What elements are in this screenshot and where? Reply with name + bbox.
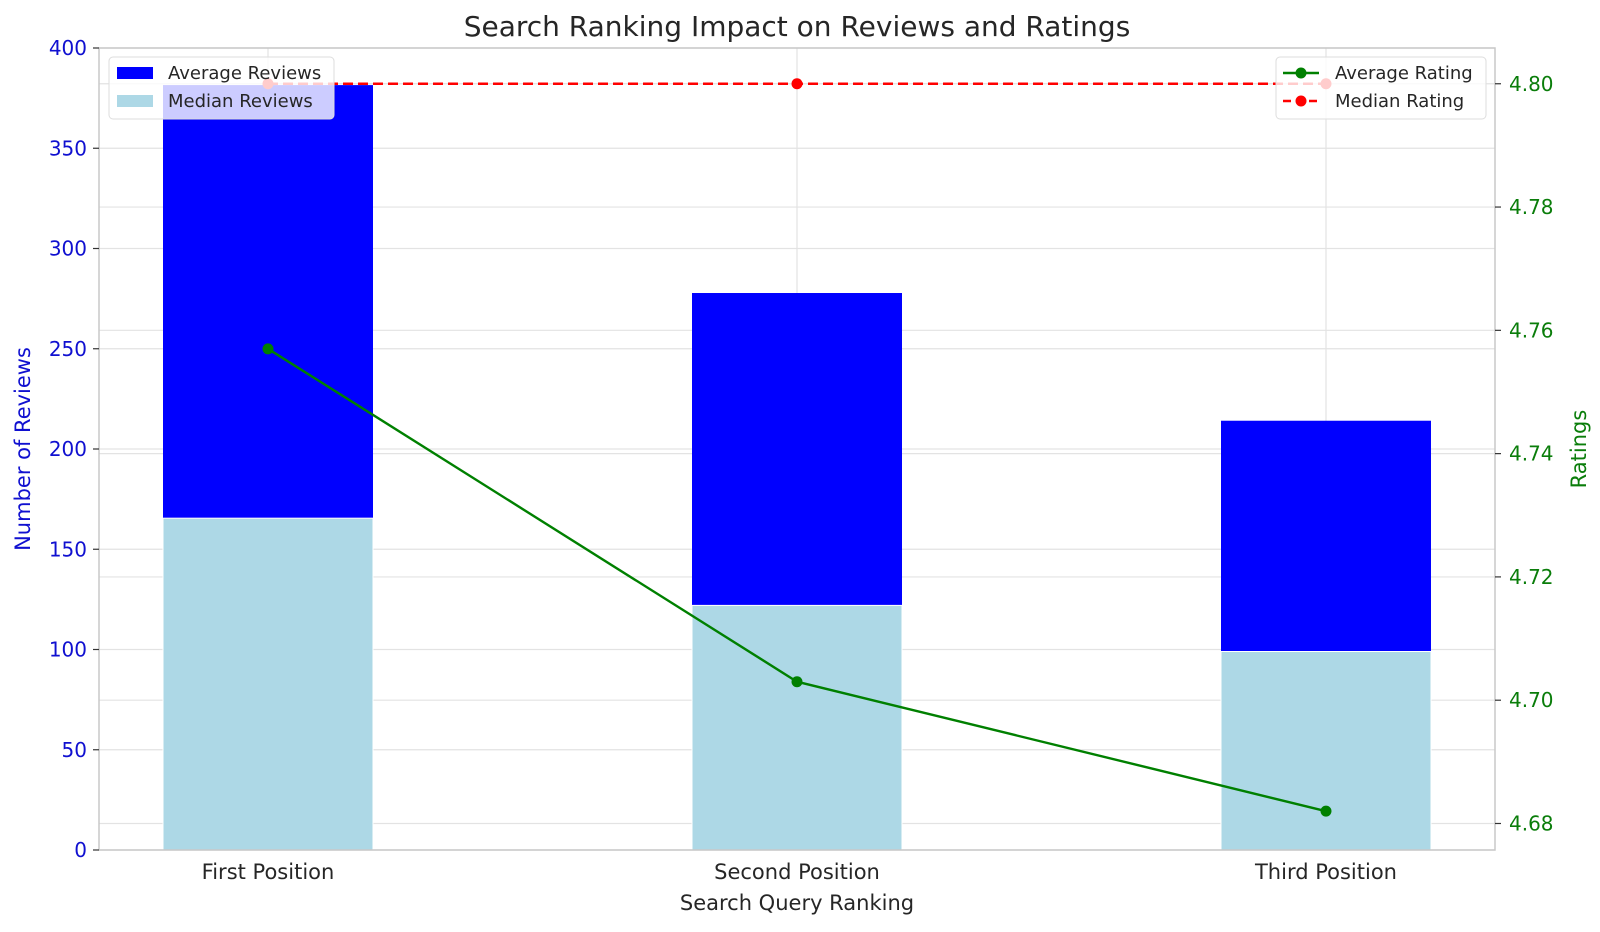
median-rating-marker: [791, 78, 803, 90]
average-rating-marker: [262, 343, 274, 355]
legend-label: Average Rating: [1335, 63, 1473, 84]
legend-label: Median Reviews: [168, 91, 313, 112]
y-tick-label: 50: [62, 738, 87, 762]
average-rating-marker: [1320, 805, 1332, 817]
bar-median-reviews: [162, 517, 374, 851]
legend-marker: [1295, 67, 1307, 79]
legend-box: [1275, 56, 1487, 120]
y2-tick-label: 4.72: [1509, 565, 1554, 589]
legend-bars: Average Reviews Median Reviews: [108, 56, 335, 120]
y-tick-label: 300: [49, 237, 87, 261]
x-tick-label: First Position: [202, 860, 335, 884]
legend-label: Average Reviews: [168, 63, 321, 84]
y-tick-label: 150: [49, 537, 87, 561]
legend-swatch: [117, 67, 153, 79]
y-tick-label: 200: [49, 437, 87, 461]
bar-median-reviews: [691, 604, 903, 851]
legend-marker: [1295, 95, 1307, 107]
y2-axis-label: Ratings: [1567, 410, 1591, 489]
x-tick-label: Second Position: [714, 860, 880, 884]
y-axis-label: Number of Reviews: [11, 347, 35, 551]
chart-title: Search Ranking Impact on Reviews and Rat…: [464, 10, 1131, 43]
bar-median-reviews: [1220, 651, 1432, 851]
bar-series: [162, 85, 1432, 851]
x-axis-label: Search Query Ranking: [680, 891, 914, 915]
tick-labels: 0 50 100 150 200 250 300 350 400 4.68 4.70 4.72 4.74…: [49, 36, 1554, 884]
y-tick-label: 100: [49, 638, 87, 662]
y-tick-label: 0: [74, 838, 87, 862]
y2-tick-label: 4.74: [1509, 442, 1554, 466]
y2-tick-label: 4.78: [1509, 195, 1554, 219]
legend-lines: Average Rating Median Rating: [1275, 56, 1487, 120]
y2-tick-label: 4.80: [1509, 72, 1554, 96]
y2-tick-label: 4.70: [1509, 688, 1554, 712]
y2-tick-label: 4.76: [1509, 318, 1554, 342]
legend-swatch: [117, 95, 153, 107]
x-tick-label: Third Position: [1254, 860, 1397, 884]
y-tick-label: 400: [49, 36, 87, 60]
y2-tick-label: 4.68: [1509, 811, 1554, 835]
legend-label: Median Rating: [1335, 91, 1464, 112]
y-tick-label: 250: [49, 337, 87, 361]
legend-box: [108, 56, 335, 120]
average-rating-marker: [791, 676, 803, 688]
y-tick-label: 350: [49, 136, 87, 160]
